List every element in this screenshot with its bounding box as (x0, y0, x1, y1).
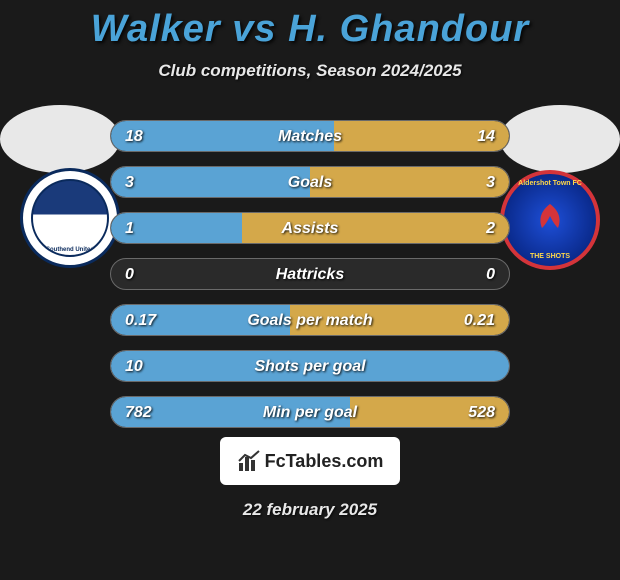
club-crest-right-label-top: Aldershot Town FC (504, 180, 596, 187)
player-avatar-right (500, 105, 620, 173)
bars-icon (237, 449, 261, 473)
stat-label: Shots per goal (111, 351, 509, 382)
club-crest-right-motto: THE SHOTS (504, 253, 596, 260)
stat-row: 782Min per goal528 (110, 396, 510, 428)
stat-row: 3Goals3 (110, 166, 510, 198)
stat-value-right: 2 (486, 213, 495, 244)
stat-value-right: 0.21 (464, 305, 495, 336)
player-avatar-left (0, 105, 120, 173)
stat-label: Assists (111, 213, 509, 244)
stat-value-right: 14 (477, 121, 495, 152)
stat-label: Matches (111, 121, 509, 152)
stat-label: Goals (111, 167, 509, 198)
stat-value-right: 3 (486, 167, 495, 198)
stats-container: 18Matches14 3Goals3 1Assists2 0Hattricks0 0.… (110, 120, 510, 442)
club-crest-left-inner: Southend United (31, 179, 109, 257)
stat-row: 0Hattricks0 (110, 258, 510, 290)
stat-row: 18Matches14 (110, 120, 510, 152)
stat-value-right: 0 (486, 259, 495, 290)
page-title: Walker vs H. Ghandour (0, 0, 620, 51)
stat-row: 10Shots per goal (110, 350, 510, 382)
club-crest-left-label: Southend United (33, 247, 107, 253)
club-crest-left: Southend United (20, 168, 120, 268)
footer-brand[interactable]: FcTables.com (220, 437, 400, 485)
stat-value-right: 528 (468, 397, 495, 428)
stat-row: 1Assists2 (110, 212, 510, 244)
phoenix-icon (528, 198, 572, 242)
stat-label: Min per goal (111, 397, 509, 428)
stat-label: Goals per match (111, 305, 509, 336)
footer-brand-text: FcTables.com (265, 451, 384, 472)
footer-date: 22 february 2025 (0, 500, 620, 520)
subtitle: Club competitions, Season 2024/2025 (0, 61, 620, 81)
stat-label: Hattricks (111, 259, 509, 290)
stat-row: 0.17Goals per match0.21 (110, 304, 510, 336)
club-crest-right: Aldershot Town FC THE SHOTS (500, 170, 600, 270)
